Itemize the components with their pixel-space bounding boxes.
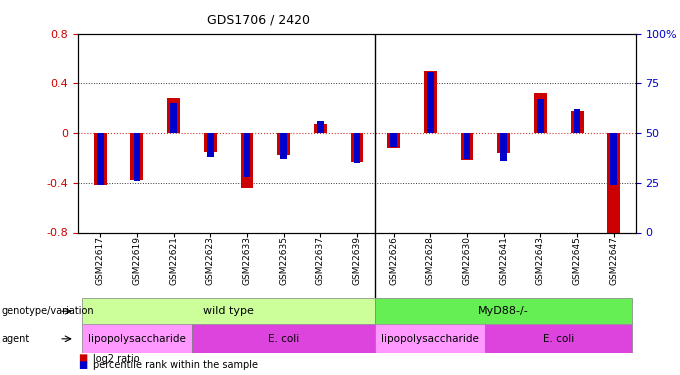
Bar	[424, 71, 437, 133]
Bar	[131, 133, 143, 180]
Text: lipopolysaccharide: lipopolysaccharide	[88, 334, 186, 344]
Bar	[170, 104, 177, 133]
Bar	[464, 133, 471, 159]
Bar	[192, 324, 375, 353]
Text: ■: ■	[78, 354, 88, 363]
Bar	[280, 133, 287, 159]
Text: GDS1706 / 2420: GDS1706 / 2420	[207, 13, 310, 26]
Text: GSM22623: GSM22623	[206, 236, 215, 285]
Text: E. coli: E. coli	[268, 334, 299, 344]
Text: MyD88-/-: MyD88-/-	[478, 306, 529, 316]
Bar	[537, 99, 544, 133]
Text: wild type: wild type	[203, 306, 254, 316]
Bar	[460, 133, 473, 160]
Bar	[317, 121, 324, 133]
Text: E. coli: E. coli	[543, 334, 575, 344]
Text: genotype/variation: genotype/variation	[1, 306, 94, 316]
Text: lipopolysaccharide: lipopolysaccharide	[381, 334, 479, 344]
Text: GSM22619: GSM22619	[133, 236, 141, 285]
Text: percentile rank within the sample: percentile rank within the sample	[93, 360, 258, 370]
Bar	[534, 93, 547, 133]
Bar	[390, 133, 397, 147]
Text: GSM22639: GSM22639	[352, 236, 362, 285]
Text: GSM22621: GSM22621	[169, 236, 178, 285]
Bar	[351, 133, 363, 162]
Bar	[94, 133, 107, 185]
Text: GSM22633: GSM22633	[243, 236, 252, 285]
Text: GSM22617: GSM22617	[96, 236, 105, 285]
Bar	[133, 133, 140, 181]
Bar	[375, 324, 486, 353]
Text: GSM22635: GSM22635	[279, 236, 288, 285]
Bar	[82, 324, 192, 353]
Bar	[204, 133, 217, 152]
Bar	[241, 133, 254, 188]
Text: GSM22630: GSM22630	[462, 236, 471, 285]
Text: GSM22626: GSM22626	[389, 236, 398, 285]
Text: ■: ■	[78, 360, 88, 370]
Text: GSM22643: GSM22643	[536, 236, 545, 285]
Bar	[167, 98, 180, 133]
Bar	[314, 124, 326, 133]
Bar	[354, 133, 360, 163]
Bar	[207, 133, 214, 157]
Text: GSM22628: GSM22628	[426, 236, 435, 285]
Bar	[574, 109, 581, 133]
Bar	[82, 298, 375, 324]
Text: agent: agent	[1, 334, 30, 344]
Text: GSM22645: GSM22645	[573, 236, 581, 285]
Text: GSM22637: GSM22637	[316, 236, 325, 285]
Bar	[607, 133, 620, 235]
Bar	[375, 298, 632, 324]
Bar	[427, 72, 434, 133]
Bar	[571, 111, 583, 133]
Bar	[500, 133, 507, 161]
Text: log2 ratio: log2 ratio	[93, 354, 140, 363]
Bar	[388, 133, 400, 148]
Bar	[243, 133, 250, 177]
Bar	[611, 133, 617, 185]
Text: GSM22647: GSM22647	[609, 236, 618, 285]
Text: GSM22641: GSM22641	[499, 236, 508, 285]
Bar	[486, 324, 632, 353]
Bar	[277, 133, 290, 156]
Bar	[97, 133, 103, 185]
Bar	[497, 133, 510, 153]
